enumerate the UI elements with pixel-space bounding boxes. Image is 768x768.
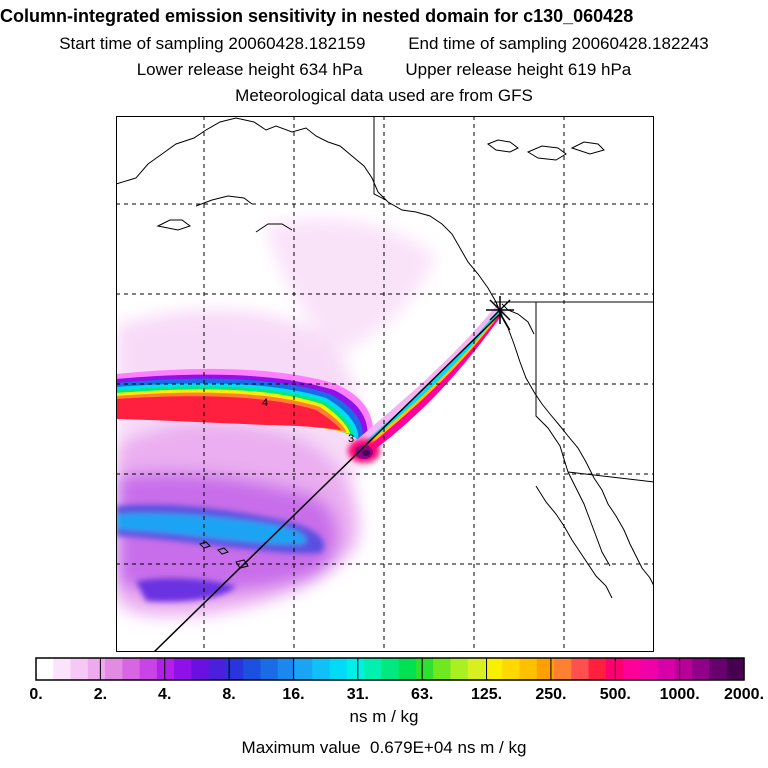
colorbar-swatch [329, 658, 348, 680]
colorbar-swatch [415, 658, 434, 680]
colorbar-swatch [674, 658, 693, 680]
colorbar-swatch [122, 658, 141, 680]
colorbar-ticks [99, 658, 681, 680]
release-point [486, 296, 514, 324]
maximum-value-line: Maximum value 0.679E+04 ns m / kg [0, 738, 768, 758]
colorbar-swatch [398, 658, 417, 680]
start-time-label: Start time of sampling [59, 34, 224, 53]
cross-marker [486, 296, 514, 324]
colorbar-swatch [709, 658, 728, 680]
upper-release-value: 619 hPa [567, 60, 632, 79]
lower-release-value: 634 hPa [299, 60, 363, 79]
colorbar-swatch [156, 658, 175, 680]
trajectory-label-4: 4 [262, 397, 268, 409]
lower-release-label: Lower release height [136, 60, 295, 79]
colorbar-swatch [623, 658, 641, 680]
end-time-label: End time of sampling [408, 34, 567, 53]
colorbar-swatch [433, 658, 452, 680]
colorbar-swatch [312, 658, 331, 680]
figure-title: Column-integrated emission sensitivity i… [0, 6, 634, 26]
colorbar-tick-label: 1000. [660, 686, 700, 700]
met-data-note: Meteorological data used are from GFS [235, 86, 533, 105]
emission-sensitivity-map: 4 3 [116, 116, 654, 652]
colorbar-tick-label: 2. [94, 686, 107, 700]
colorbar-swatch [726, 658, 745, 680]
colorbar-swatch [139, 658, 158, 680]
colorbar-swatches [36, 658, 745, 680]
colorbar-swatch [87, 658, 106, 680]
colorbar-tick-label: 2000. [724, 686, 764, 700]
colorbar-tick-label: 16. [282, 686, 304, 700]
colorbar-units: ns m / kg [349, 707, 419, 726]
max-value-label: Maximum value [241, 738, 361, 757]
end-time-value: 20060428.182243 [571, 34, 709, 53]
colorbar-swatch [174, 658, 193, 680]
colorbar-swatch [295, 658, 313, 680]
colorbar-swatch [364, 658, 382, 680]
colorbar-swatch [260, 658, 279, 680]
colorbar-swatch [692, 658, 711, 680]
colorbar-swatch [191, 658, 210, 680]
colorbar-tick-labels: 0. 2. 4. 8. 16. 31. 63. 125. 250. 500. 1000. 2000. [29, 686, 764, 700]
trajectory-label-3: 3 [348, 433, 354, 445]
release-heights-line: Lower release height 634 hPa Upper relea… [0, 60, 768, 80]
colorbar-swatch [450, 658, 469, 680]
colorbar-swatch [519, 658, 538, 680]
colorbar-swatch [243, 658, 262, 680]
colorbar-tick-label: 125. [471, 686, 502, 700]
sampling-times-line: Start time of sampling 20060428.182159 E… [0, 34, 768, 54]
colorbar-swatch [640, 658, 659, 680]
lat-lon-grid [116, 116, 654, 652]
colorbar-swatch [225, 658, 244, 680]
coastlines [116, 117, 654, 599]
colorbar-swatch [554, 658, 572, 680]
colorbar-swatch [277, 658, 296, 680]
colorbar-swatch [588, 658, 607, 680]
colorbar-swatch [467, 658, 486, 680]
colorbar-swatch [484, 658, 503, 680]
colorbar-swatch [571, 658, 590, 680]
max-value-number: 0.679E+04 [370, 738, 453, 757]
colorbar-tick-label: 31. [347, 686, 369, 700]
colorbar-tick-label: 250. [535, 686, 566, 700]
colorbar-swatch [657, 658, 676, 680]
colorbar-swatch [502, 658, 521, 680]
colorbar-tick-label: 8. [222, 686, 235, 700]
max-value-units: ns m / kg [457, 738, 527, 757]
colorbar-tick-label: 4. [158, 686, 171, 700]
colorbar-swatch [536, 658, 555, 680]
colorbar-tick-label: 0. [29, 686, 42, 700]
colorbar-tick-label: 63. [411, 686, 433, 700]
map-frame [116, 116, 654, 652]
colorbar-tick-label: 500. [600, 686, 631, 700]
colorbar: 0. 2. 4. 8. 16. 31. 63. 125. 250. 500. 1000. 2000. [29, 657, 764, 700]
colorbar-swatch [36, 658, 54, 680]
colorbar-swatch [208, 658, 227, 680]
colorbar-swatch [53, 658, 72, 680]
flight-track [153, 311, 503, 652]
colorbar-swatch [105, 658, 123, 680]
upper-release-label: Upper release height [405, 60, 564, 79]
start-time-value: 20060428.182159 [228, 34, 366, 53]
colorbar-swatch [381, 658, 400, 680]
colorbar-swatch [70, 658, 89, 680]
colorbar-frame [35, 657, 745, 681]
colorbar-swatch [346, 658, 365, 680]
